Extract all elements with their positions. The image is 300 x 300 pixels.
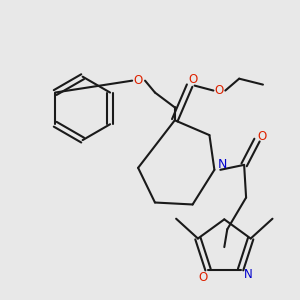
Text: O: O [257,130,267,142]
Text: O: O [188,73,197,86]
Text: O: O [198,271,208,284]
Text: O: O [134,74,143,87]
Text: O: O [215,84,224,97]
Text: N: N [244,268,253,281]
Text: N: N [218,158,227,171]
